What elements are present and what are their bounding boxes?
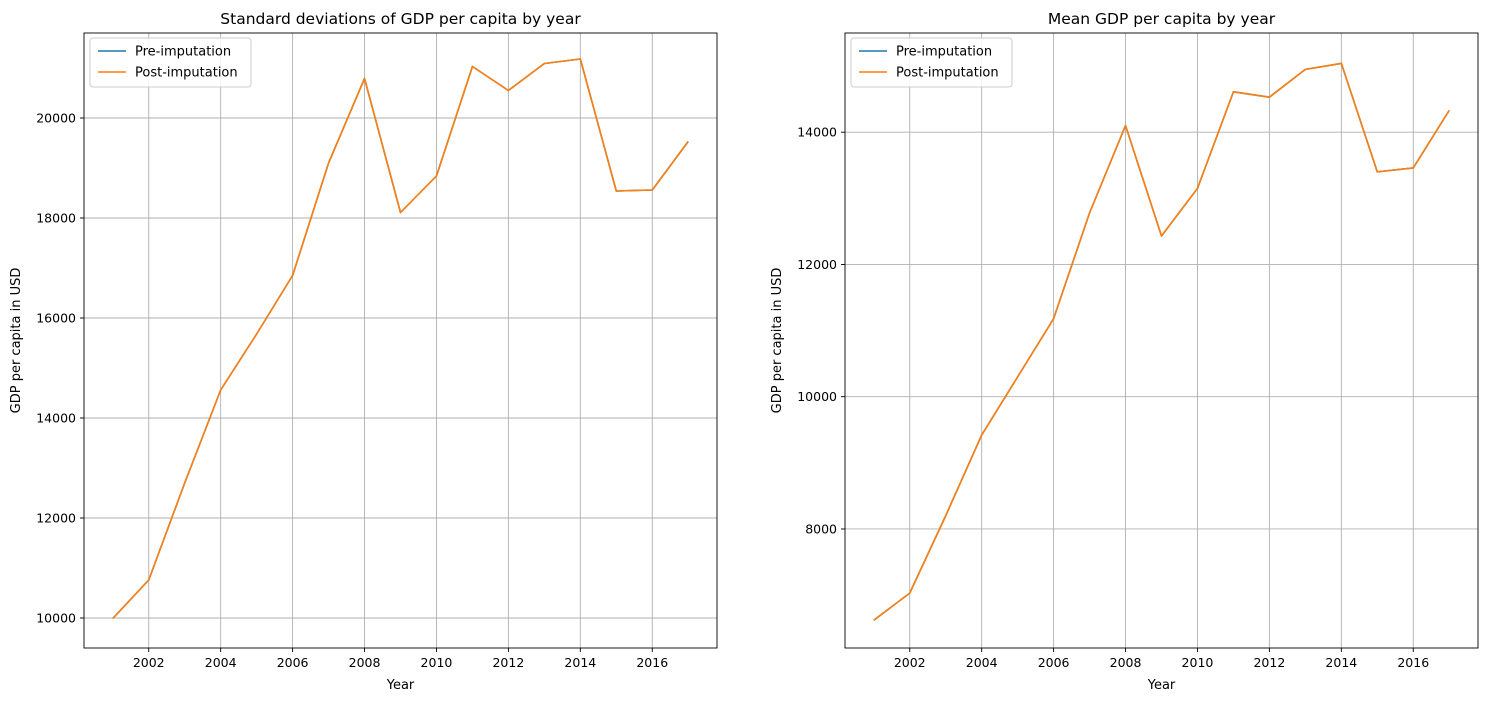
x-tick-label: 2008 (1110, 655, 1142, 670)
x-tick-label: 2014 (564, 655, 596, 670)
y-axis-label: GDP per capita in USD (770, 268, 785, 414)
legend-box (850, 37, 1013, 88)
y-tick-label: 16000 (36, 311, 76, 326)
chart-mean-gdp: 2002 2004 2006 2008 2010 2012 2014 2016 8000 1000… (770, 10, 1479, 693)
x-axis-label: Year (386, 678, 415, 693)
y-tick-label: 20000 (36, 111, 76, 126)
y-tick-label: 12000 (797, 257, 837, 272)
legend: Pre-imputation Post-imputation (89, 37, 252, 88)
x-tick-label: 2002 (133, 655, 165, 670)
x-tick-label: 2016 (636, 655, 668, 670)
x-tick-label: 2002 (894, 655, 926, 670)
legend-box (89, 37, 252, 88)
x-tick-label: 2012 (492, 655, 524, 670)
y-tick-label: 10000 (36, 611, 76, 626)
y-tick-label: 18000 (36, 211, 76, 226)
y-tick-label: 8000 (805, 521, 837, 536)
x-tick-label: 2004 (966, 655, 998, 670)
y-tick-label: 12000 (36, 511, 76, 526)
x-tick-label: 2014 (1325, 655, 1357, 670)
y-tick-label: 14000 (36, 411, 76, 426)
x-tick-label: 2004 (205, 655, 237, 670)
chart-title: Mean GDP per capita by year (1048, 10, 1276, 28)
x-tick-label: 2006 (277, 655, 309, 670)
legend-label-0: Pre-imputation (896, 45, 992, 60)
x-tick-label: 2006 (1038, 655, 1070, 670)
x-tick-label: 2008 (349, 655, 381, 670)
y-axis-label: GDP per capita in USD (9, 268, 24, 414)
legend: Pre-imputation Post-imputation (850, 37, 1013, 88)
legend-label-1: Post-imputation (135, 66, 238, 81)
series-line-1 (112, 58, 689, 620)
series-line-1 (873, 62, 1450, 621)
x-tick-label: 2010 (421, 655, 453, 670)
plot-frame (83, 32, 718, 649)
x-axis-label: Year (1147, 678, 1176, 693)
x-tick-label: 2016 (1397, 655, 1429, 670)
legend-label-0: Pre-imputation (135, 45, 231, 60)
y-tick-label: 10000 (797, 389, 837, 404)
y-tick-label: 14000 (797, 125, 837, 140)
chart-std-gdp: 2002 2004 2006 2008 2010 2012 2014 2016 10000 120… (9, 10, 718, 693)
legend-label-1: Post-imputation (896, 66, 999, 81)
plot-frame (844, 32, 1479, 649)
chart-title: Standard deviations of GDP per capita by… (220, 10, 581, 28)
x-tick-label: 2012 (1253, 655, 1285, 670)
x-tick-label: 2010 (1182, 655, 1214, 670)
